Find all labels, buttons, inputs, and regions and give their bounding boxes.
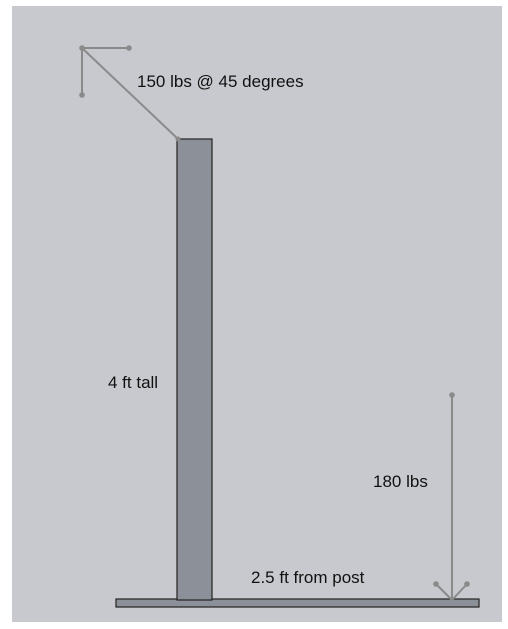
vertical-force-top-dot bbox=[449, 392, 455, 398]
angled-force-shaft bbox=[81, 47, 179, 140]
angled-force-arrow bbox=[79, 45, 181, 142]
ground-beam bbox=[115, 598, 480, 608]
vertical-force-head-left-dot bbox=[433, 581, 439, 587]
angled-force-origin-dot bbox=[175, 136, 181, 142]
angled-force-y-dot bbox=[79, 92, 85, 98]
angled-force-x-dot bbox=[126, 45, 132, 51]
vertical-force-head-right bbox=[451, 583, 468, 601]
angled-force-label: 150 lbs @ 45 degrees bbox=[137, 72, 304, 91]
vertical-force-head-right-dot bbox=[464, 581, 470, 587]
vertical-force-label: 180 lbs bbox=[373, 472, 428, 491]
vertical-force-head-left bbox=[435, 583, 453, 601]
post-height-label: 4 ft tall bbox=[108, 373, 158, 392]
diagram-background bbox=[12, 6, 502, 622]
distance-label: 2.5 ft from post bbox=[251, 568, 365, 587]
vertical-force-arrow bbox=[433, 392, 470, 601]
angled-force-end-dot bbox=[79, 45, 85, 51]
post bbox=[176, 138, 213, 601]
